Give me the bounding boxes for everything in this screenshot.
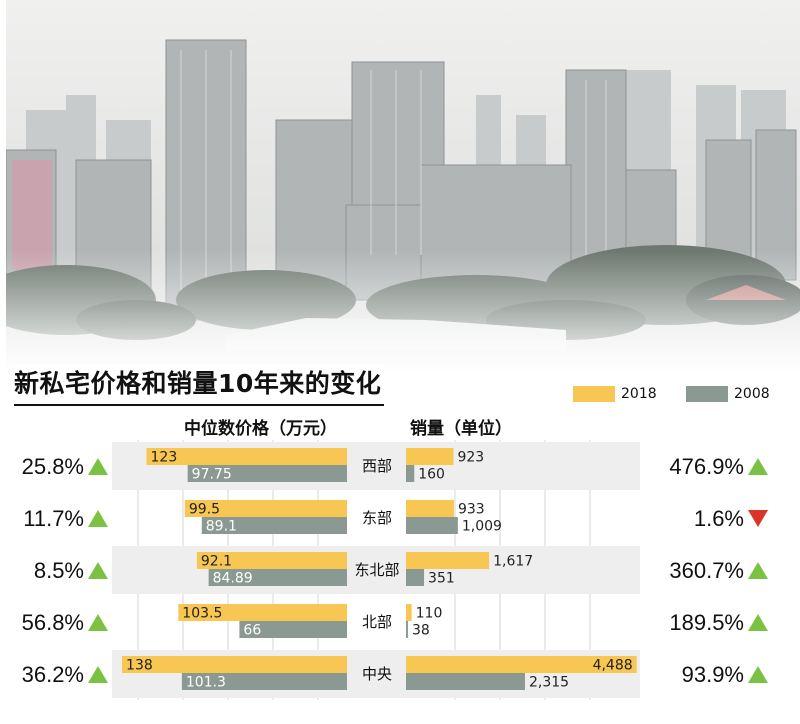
up-arrow-icon bbox=[748, 614, 768, 631]
sales-label-2018: 110 bbox=[416, 606, 443, 622]
price-change-label: 25.8% bbox=[22, 454, 84, 479]
up-arrow-icon bbox=[748, 458, 768, 475]
chart-title: 新私宅价格和销量10年来的变化 bbox=[14, 364, 384, 406]
sales-label-2018: 4,488 bbox=[593, 658, 633, 674]
legend-2018: 2018 bbox=[573, 386, 657, 402]
sales-change-label: 93.9% bbox=[682, 662, 744, 687]
legend-swatch-2018 bbox=[573, 386, 615, 402]
category-label: 西部 bbox=[362, 457, 392, 475]
sales-bar-2008 bbox=[406, 621, 408, 638]
category-label: 中央 bbox=[362, 665, 392, 683]
legend-label-2008: 2008 bbox=[734, 386, 770, 402]
price-bar-2018 bbox=[146, 448, 347, 465]
price-label-2008: 97.75 bbox=[192, 467, 232, 483]
sales-label-2008: 2,315 bbox=[529, 675, 569, 691]
butterfly-bar-chart: 123 97.75 西部 923 160 25.8% 476.9% 99.589.1 东部 933… bbox=[22, 440, 768, 700]
sales-label-2008: 351 bbox=[428, 571, 455, 587]
price-change-label: 11.7% bbox=[23, 506, 84, 531]
sales-bar-2008 bbox=[406, 569, 425, 586]
sales-label-2008: 160 bbox=[418, 467, 445, 483]
category-label: 东北部 bbox=[354, 561, 399, 579]
sales-label-2008: 38 bbox=[412, 623, 430, 639]
price-bar-2008 bbox=[201, 517, 347, 534]
sales-label-2018: 1,617 bbox=[493, 554, 533, 570]
price-bar-2018 bbox=[122, 656, 347, 673]
legend-2008: 2008 bbox=[686, 386, 770, 402]
up-arrow-icon bbox=[748, 666, 768, 683]
sales-bar-2018 bbox=[406, 604, 412, 621]
price-label-2018: 92.1 bbox=[201, 554, 232, 570]
up-arrow-icon bbox=[88, 666, 108, 683]
sales-change-label: 189.5% bbox=[669, 610, 744, 635]
sales-label-2018: 933 bbox=[458, 502, 485, 518]
price-label-2018: 99.5 bbox=[189, 502, 220, 518]
price-label-2018: 123 bbox=[151, 450, 178, 466]
city-skyline-photo bbox=[6, 0, 800, 372]
up-arrow-icon bbox=[748, 562, 768, 579]
price-change-label: 36.2% bbox=[22, 662, 84, 687]
price-bar-2018 bbox=[184, 500, 347, 517]
sales-bar-2008 bbox=[406, 673, 525, 690]
price-label-2008: 66 bbox=[243, 623, 261, 639]
up-arrow-icon bbox=[88, 562, 108, 579]
price-label-2008: 89.1 bbox=[206, 519, 237, 535]
sales-axis-label: 销量（单位） bbox=[410, 419, 512, 439]
sales-change-label: 360.7% bbox=[669, 558, 744, 583]
up-arrow-icon bbox=[88, 510, 108, 527]
price-bar-2018 bbox=[178, 604, 347, 621]
sales-change-label: 476.9% bbox=[669, 454, 744, 479]
price-bar-2018 bbox=[196, 552, 347, 569]
sales-bar-2018 bbox=[406, 448, 454, 465]
sales-bar-2018 bbox=[406, 552, 490, 569]
legend-label-2018: 2018 bbox=[621, 386, 657, 402]
up-arrow-icon bbox=[88, 614, 108, 631]
category-label: 北部 bbox=[362, 613, 392, 631]
price-bar-2008 bbox=[239, 621, 347, 638]
up-arrow-icon bbox=[88, 458, 108, 475]
sales-label-2008: 1,009 bbox=[462, 519, 502, 535]
price-label-2018: 103.5 bbox=[182, 606, 222, 622]
price-axis-label: 中位数价格（万元） bbox=[184, 419, 337, 439]
category-label: 东部 bbox=[362, 509, 392, 527]
sales-bar-2018 bbox=[406, 656, 637, 673]
sales-bar-2008 bbox=[406, 517, 458, 534]
price-change-label: 56.8% bbox=[22, 610, 84, 635]
legend-swatch-2008 bbox=[686, 386, 728, 402]
price-label-2018: 138 bbox=[126, 658, 153, 674]
sales-bar-2008 bbox=[406, 465, 415, 482]
price-change-label: 8.5% bbox=[34, 558, 84, 583]
price-label-2008: 84.89 bbox=[213, 571, 253, 587]
price-label-2008: 101.3 bbox=[186, 675, 226, 691]
price-bar-2008 bbox=[187, 465, 347, 482]
sales-label-2018: 923 bbox=[457, 450, 484, 466]
price-bar-2008 bbox=[208, 569, 347, 586]
sales-bar-2018 bbox=[406, 500, 454, 517]
price-bar-2008 bbox=[181, 673, 347, 690]
sales-change-label: 1.6% bbox=[694, 506, 744, 531]
down-arrow-icon bbox=[748, 510, 768, 527]
